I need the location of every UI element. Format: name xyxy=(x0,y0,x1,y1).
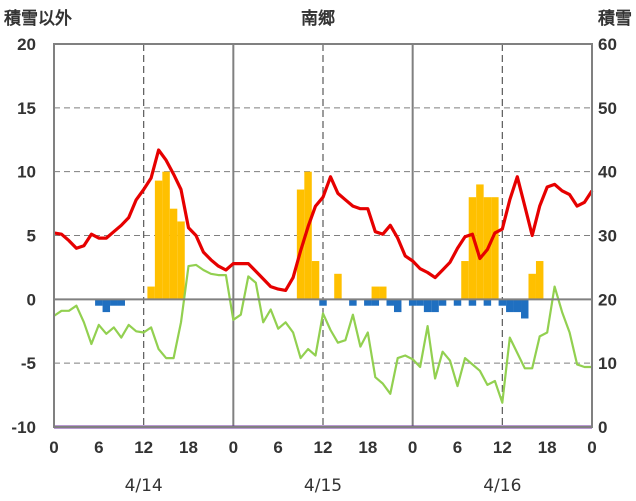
left-axis-label: 積雪以外 xyxy=(4,8,72,29)
right-y-tick-label: 20 xyxy=(598,290,617,309)
gridlines xyxy=(54,44,592,427)
x-tick-label: 12 xyxy=(493,438,512,457)
snow-change-bars xyxy=(95,299,529,319)
x-tick-label: 6 xyxy=(94,438,103,457)
snow-change-bar xyxy=(386,299,394,306)
x-tick-label: 0 xyxy=(408,438,417,457)
snow-change-bar xyxy=(438,299,447,306)
precipitation-bar xyxy=(154,180,163,300)
x-tick-label: 6 xyxy=(273,438,282,457)
x-tick-label: 18 xyxy=(179,438,198,457)
precipitation-bar xyxy=(461,261,469,300)
right-y-tick-label: 0 xyxy=(598,418,607,437)
right-y-tick-label: 10 xyxy=(598,354,617,373)
right-y-tick-label: 30 xyxy=(598,227,617,246)
precipitation-bar xyxy=(311,261,320,300)
plot-border xyxy=(53,43,593,428)
precipitation-bar xyxy=(528,273,536,300)
precipitation-bar xyxy=(169,208,178,300)
snow-change-bar xyxy=(408,299,417,306)
x-tick-label: 18 xyxy=(358,438,377,457)
snow-change-bar xyxy=(453,299,462,306)
precipitation-bar xyxy=(379,286,387,300)
x-tick-label: 18 xyxy=(538,438,557,457)
snow-change-bar xyxy=(319,299,327,306)
left-y-tick-label: 20 xyxy=(17,35,36,54)
wind-line xyxy=(53,263,592,404)
x-tick-label: 0 xyxy=(49,438,58,457)
precipitation-bar xyxy=(491,197,499,300)
day-label: 4/16 xyxy=(483,476,521,496)
day-label: 4/14 xyxy=(125,476,163,496)
precipitation-bar xyxy=(476,184,484,300)
left-y-tick-label: 15 xyxy=(17,99,36,118)
snow-change-bar xyxy=(423,299,432,313)
precipitation-bar xyxy=(147,286,155,300)
chart-title: 南郷 xyxy=(301,8,335,29)
precipitation-bar xyxy=(468,197,477,300)
snow-change-bar xyxy=(393,299,402,313)
right-axis-label: 積雪 xyxy=(598,8,632,29)
x-tick-label: 0 xyxy=(229,438,238,457)
precipitation-bar xyxy=(177,221,185,300)
snow-change-bar xyxy=(506,299,514,313)
snow-change-bar xyxy=(349,299,357,306)
snow-change-bar xyxy=(371,299,380,306)
temperature-line xyxy=(53,148,594,292)
left-y-tick-label: 5 xyxy=(27,227,36,246)
precipitation-bar xyxy=(334,273,342,300)
day-label: 4/15 xyxy=(304,476,342,496)
x-tick-label: 0 xyxy=(587,438,596,457)
precipitation-bar xyxy=(371,286,380,300)
precipitation-bar xyxy=(535,261,544,300)
snow-change-bar xyxy=(95,299,103,306)
right-y-tick-label: 50 xyxy=(598,99,617,118)
snow-change-bar xyxy=(513,299,522,313)
right-y-tick-label: 40 xyxy=(598,163,617,182)
precipitation-bar xyxy=(304,171,312,300)
x-tick-label: 6 xyxy=(453,438,462,457)
snow-change-bar xyxy=(521,299,529,319)
snow-change-bar xyxy=(468,299,477,306)
snow-change-bar xyxy=(431,299,439,313)
plot-frame xyxy=(53,43,593,428)
snow-change-bar xyxy=(117,299,125,306)
precipitation-bar xyxy=(296,189,305,300)
x-tick-label: 12 xyxy=(134,438,153,457)
precipitation-bar xyxy=(162,171,170,300)
snow-change-bar xyxy=(483,299,492,306)
right-y-tick-label: 60 xyxy=(598,35,617,54)
left-y-tick-label: 10 xyxy=(17,163,36,182)
left-y-tick-label: 0 xyxy=(27,290,36,309)
snow-change-bar xyxy=(364,299,372,306)
snow-change-bar xyxy=(498,299,507,306)
snow-change-bar xyxy=(416,299,424,306)
left-y-tick-label: -5 xyxy=(21,354,36,373)
snow-change-bar xyxy=(102,299,111,313)
snow-change-bar xyxy=(110,299,118,306)
x-tick-label: 12 xyxy=(314,438,333,457)
left-y-tick-label: -10 xyxy=(11,418,36,437)
